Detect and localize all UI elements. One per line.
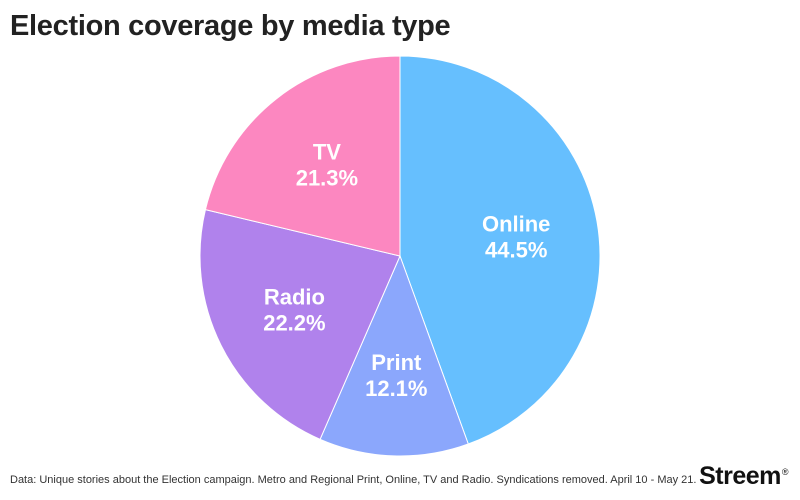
slice-value-radio: 22.2%: [263, 311, 325, 336]
pie-slice-online: [399, 55, 601, 445]
pie-slice-print: [319, 254, 469, 457]
pie-slice-radio: [199, 209, 401, 440]
pie-slice-tv: [204, 55, 401, 257]
slice-label-radio: Radio: [264, 285, 325, 310]
slice-value-tv: 21.3%: [296, 165, 358, 190]
slice-value-print: 12.1%: [365, 376, 427, 401]
source-footnote: Data: Unique stories about the Election …: [10, 474, 697, 486]
slice-label-tv: TV: [313, 139, 341, 164]
slice-label-print: Print: [371, 350, 422, 375]
registered-mark: ®: [781, 466, 789, 477]
brand-name: Streem: [699, 462, 781, 490]
slice-label-online: Online: [482, 212, 550, 237]
streem-logo: Streem®: [699, 462, 788, 491]
slice-value-online: 44.5%: [485, 238, 547, 263]
chart-title: Election coverage by media type: [10, 10, 451, 42]
